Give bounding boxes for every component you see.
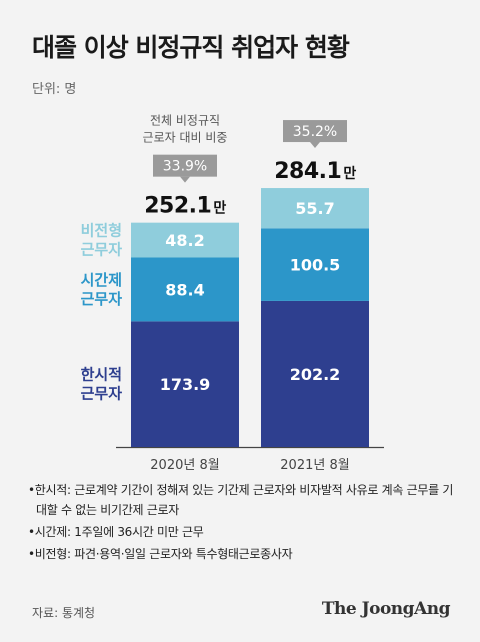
unit-label: 단위: 명 bbox=[32, 82, 77, 97]
bar-segment bbox=[131, 222, 239, 258]
share-value-label: 33.9% bbox=[163, 159, 207, 175]
bar-value-label: 55.7 bbox=[295, 199, 334, 218]
bar-segment bbox=[261, 300, 369, 447]
bar-value-label: 202.2 bbox=[290, 365, 341, 384]
series-label-line: 근무자 bbox=[81, 241, 123, 259]
bar-value-label: 100.5 bbox=[290, 256, 341, 275]
bar-segment bbox=[131, 257, 239, 322]
share-badge bbox=[283, 120, 347, 143]
share-value-label: 35.2% bbox=[293, 124, 337, 140]
bar-value-label: 88.4 bbox=[165, 280, 204, 299]
share-badge-pointer bbox=[180, 176, 190, 183]
bar-value-label: 173.9 bbox=[160, 375, 211, 394]
footnote-part-time: •시간제: 1주일에 36시간 미만 근무 bbox=[28, 525, 204, 539]
footnote-temporary: •한시적: 근로계약 기간이 정해져 있는 기간제 근로자와 비자발적 사유로 … bbox=[28, 483, 454, 517]
share-caption-line: 근로자 대비 비중 bbox=[143, 131, 228, 145]
series-label-line: 시간제 bbox=[81, 271, 122, 289]
share-caption-line: 전체 비정규직 bbox=[150, 114, 220, 128]
x-tick-label: 2021년 8월 bbox=[280, 458, 349, 473]
series-label-line: 근무자 bbox=[81, 290, 123, 308]
stacked-bar-chart: 173.9 88.4 48.2 252.1 만 33.9% 2020년 8월 전체 비정규직근… bbox=[81, 114, 384, 473]
publisher-logo: The JoongAng bbox=[321, 599, 451, 619]
share-badge-pointer bbox=[310, 142, 320, 149]
bar-total-label: 252.1 만 bbox=[144, 194, 226, 219]
bar-segment bbox=[261, 228, 369, 301]
footnote-atypical: •비전형: 파견·용역·일일 근로자와 특수형태근로종사자 bbox=[28, 547, 293, 561]
footnotes: •한시적: 근로계약 기간이 정해져 있는 기간제 근로자와 비자발적 사유로 … bbox=[28, 480, 458, 564]
bar-total-label: 284.1 만 bbox=[274, 159, 356, 184]
chart-title: 대졸 이상 비정규직 취업자 현황 bbox=[32, 33, 350, 62]
source-label: 자료: 통계청 bbox=[32, 606, 96, 620]
series-label-line: 근무자 bbox=[81, 385, 123, 403]
share-badge bbox=[153, 154, 217, 177]
x-tick-label: 2020년 8월 bbox=[150, 458, 219, 473]
series-label-line: 한시적 bbox=[81, 366, 122, 384]
bar-value-label: 48.2 bbox=[165, 231, 204, 250]
bar-segment bbox=[261, 188, 369, 229]
series-label-line: 비전형 bbox=[81, 222, 122, 240]
bar-segment bbox=[131, 321, 239, 447]
